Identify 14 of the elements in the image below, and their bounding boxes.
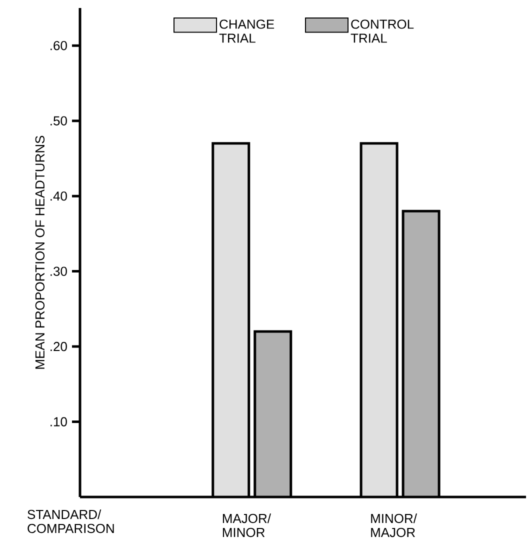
y-tick-label: .50 — [50, 116, 67, 126]
y-tick-label: .60 — [50, 41, 67, 50]
bar — [254, 331, 291, 497]
y-tick-label: .10 — [50, 417, 67, 426]
y-axis-title: MEAN PROPORTION OF HEADTURNS — [35, 136, 44, 369]
x-tick-label: MINOR/ MAJOR — [370, 514, 417, 538]
y-tick-label: .30 — [50, 266, 67, 276]
legend-label: CHANGE TRIAL — [219, 20, 274, 43]
x-axis-title: STANDARD/ COMPARISON — [27, 510, 114, 534]
y-tick-label: .40 — [50, 191, 67, 201]
x-tick-label: MAJOR/ MINOR — [222, 514, 271, 538]
y-tick-label: .20 — [50, 342, 67, 352]
bar — [212, 143, 249, 497]
legend-label: CONTROL TRIAL — [350, 20, 414, 43]
